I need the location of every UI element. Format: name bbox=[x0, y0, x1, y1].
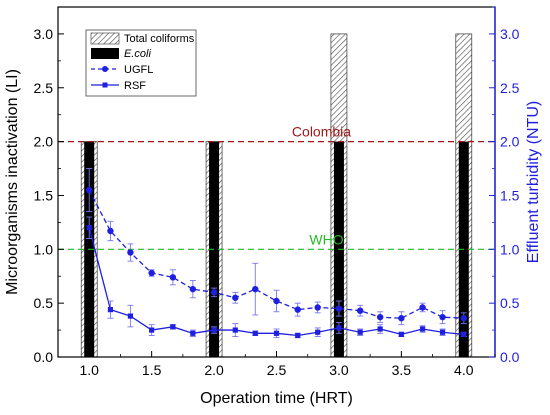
data-point-ugfl bbox=[439, 313, 446, 321]
reference-lines-layer: Colombia WHO bbox=[58, 124, 495, 250]
right-y-tick-label: 3.0 bbox=[500, 26, 520, 42]
data-point-ugfl bbox=[86, 186, 93, 194]
legend-swatch-rsf-marker bbox=[102, 82, 108, 88]
legend-swatch-total-coliforms bbox=[90, 32, 120, 45]
data-point-rsf bbox=[295, 332, 301, 339]
legend-label-total-coliforms: Total coliforms bbox=[124, 33, 195, 45]
x-tick-label: 2.5 bbox=[267, 362, 287, 378]
legend-label-ugfl: UGFL bbox=[124, 64, 153, 76]
data-point-ugfl bbox=[148, 269, 155, 277]
x-tick-label: 1.0 bbox=[79, 362, 99, 378]
data-point-ugfl bbox=[460, 315, 467, 322]
data-point-rsf bbox=[127, 313, 134, 319]
legend-label-ecoli: E.coli bbox=[124, 48, 151, 60]
data-point-ugfl bbox=[189, 285, 197, 293]
data-point-ugfl bbox=[273, 297, 280, 305]
data-point-rsf bbox=[419, 326, 426, 332]
left-y-axis-title: Microorganisms inactivation (LI) bbox=[4, 69, 21, 295]
left-y-tick-label: 0.0 bbox=[34, 349, 54, 365]
reference-label-who: WHO bbox=[309, 231, 343, 247]
data-point-rsf bbox=[377, 326, 383, 332]
data-point-rsf bbox=[252, 330, 258, 336]
data-point-rsf bbox=[336, 325, 342, 331]
left-y-tick-label: 2.5 bbox=[34, 80, 54, 96]
data-point-rsf bbox=[107, 307, 114, 313]
left-y-tick-label: 1.5 bbox=[34, 187, 54, 203]
right-y-tick-label: 2.0 bbox=[500, 134, 520, 150]
data-point-ugfl bbox=[419, 304, 426, 311]
legend-swatch-ugfl-marker bbox=[102, 66, 108, 72]
legend-label-rsf: RSF bbox=[124, 80, 146, 92]
bar-ecoli bbox=[209, 141, 220, 357]
left-y-axis-ticks: 0.0 0.5 1.0 1.5 2.0 2.5 3.0 bbox=[34, 6, 64, 365]
data-point-ugfl bbox=[376, 313, 384, 321]
data-point-rsf bbox=[357, 329, 363, 335]
reference-label-colombia: Colombia bbox=[292, 124, 351, 140]
data-point-rsf bbox=[190, 330, 196, 336]
data-point-ugfl bbox=[169, 274, 177, 281]
x-tick-label: 3.5 bbox=[392, 362, 412, 378]
data-point-ugfl bbox=[335, 305, 343, 312]
right-y-tick-label: 1.5 bbox=[500, 187, 520, 203]
data-point-rsf bbox=[398, 331, 404, 337]
data-point-rsf bbox=[211, 327, 217, 333]
right-y-tick-label: 2.5 bbox=[500, 80, 520, 96]
left-y-tick-label: 0.5 bbox=[34, 295, 54, 311]
data-point-rsf bbox=[170, 324, 176, 330]
x-tick-label: 4.0 bbox=[454, 362, 474, 378]
data-point-rsf bbox=[315, 329, 321, 335]
left-y-tick-label: 2.0 bbox=[34, 134, 54, 150]
right-y-tick-label: 0.0 bbox=[500, 349, 520, 365]
data-point-ugfl bbox=[252, 285, 259, 293]
data-point-ugfl bbox=[314, 304, 321, 311]
x-tick-label: 3.0 bbox=[329, 362, 349, 378]
data-point-rsf bbox=[149, 327, 155, 333]
data-point-rsf bbox=[461, 331, 467, 337]
left-y-tick-label: 1.0 bbox=[34, 241, 54, 257]
right-y-tick-label: 0.5 bbox=[500, 295, 520, 311]
data-point-rsf bbox=[232, 327, 238, 333]
data-point-rsf bbox=[439, 329, 446, 335]
data-point-rsf bbox=[86, 225, 92, 231]
right-y-axis-title: Effluent turbidity (NTU) bbox=[525, 101, 542, 263]
right-y-tick-label: 1.0 bbox=[500, 241, 520, 257]
data-point-ugfl bbox=[127, 249, 134, 256]
data-point-ugfl bbox=[398, 315, 405, 322]
data-point-ugfl bbox=[107, 227, 114, 235]
right-y-axis-ticks: 0.0 0.5 1.0 1.5 2.0 2.5 3.0 bbox=[489, 6, 520, 365]
series-line-rsf bbox=[88, 227, 464, 337]
data-point-ugfl bbox=[232, 294, 239, 301]
x-tick-label: 1.5 bbox=[142, 362, 162, 378]
series-layer bbox=[86, 168, 467, 339]
x-axis-ticks: 1.0 1.5 2.0 2.5 3.0 3.5 4.0 bbox=[57, 351, 496, 378]
left-y-tick-label: 3.0 bbox=[34, 26, 54, 42]
legend-swatch-ecoli bbox=[91, 48, 119, 59]
x-tick-label: 2.0 bbox=[204, 362, 224, 378]
data-point-rsf bbox=[273, 330, 280, 336]
data-point-ugfl bbox=[356, 307, 364, 314]
data-point-ugfl bbox=[294, 306, 301, 313]
x-axis-title: Operation time (HRT) bbox=[200, 390, 353, 407]
data-point-ugfl bbox=[210, 289, 218, 296]
legend: Total coliforms E.coli UGFL RSF bbox=[85, 29, 197, 97]
